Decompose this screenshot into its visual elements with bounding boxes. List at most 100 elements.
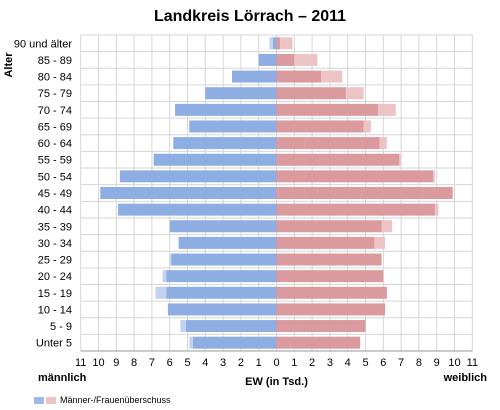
male-surplus-bar — [155, 286, 167, 299]
x-tick-label: 10 — [92, 357, 104, 369]
x-tick-label: 3 — [327, 357, 333, 369]
x-tick-label: 2 — [238, 357, 244, 369]
male-bar — [205, 87, 277, 100]
age-group-label: 40 - 44 — [38, 205, 72, 217]
x-tick-label: 7 — [398, 357, 404, 369]
female-surplus-bar — [280, 37, 293, 50]
female-bar — [276, 53, 295, 66]
male-bar — [166, 286, 277, 299]
female-bar — [276, 170, 434, 183]
female-bar — [276, 320, 366, 333]
female-surplus-bar — [294, 53, 318, 66]
female-surplus-bar — [377, 103, 396, 116]
x-tick-label: 2 — [309, 357, 315, 369]
female-surplus-bar — [374, 236, 386, 249]
right-side-label: weiblich — [443, 372, 488, 384]
male-bar — [173, 137, 277, 150]
female-bar — [276, 336, 361, 349]
chart-title: Landkreis Lörrach – 2011 — [153, 8, 347, 25]
age-group-label: 25 - 29 — [38, 255, 72, 267]
female-surplus-bar — [379, 137, 387, 150]
age-group-label: 20 - 24 — [38, 271, 72, 283]
female-bar — [276, 303, 386, 316]
male-bar — [166, 270, 277, 283]
male-surplus-bar — [269, 37, 273, 50]
age-group-label: 5 - 9 — [50, 321, 72, 333]
female-bar — [276, 286, 387, 299]
female-surplus-bar — [345, 87, 364, 100]
age-group-label: 10 - 14 — [38, 304, 72, 316]
age-group-label: 35 - 39 — [38, 221, 72, 233]
x-tick-label: 5 — [184, 357, 190, 369]
male-bar — [258, 53, 277, 66]
male-bar — [167, 303, 277, 316]
female-bar — [276, 187, 453, 199]
female-bar — [276, 103, 378, 116]
female-bar — [276, 153, 400, 166]
female-bar — [276, 253, 382, 266]
male-bar — [100, 187, 277, 199]
x-tick-label: 8 — [416, 357, 422, 369]
male-bar — [272, 37, 277, 50]
x-tick-label: 9 — [113, 357, 119, 369]
male-bar — [171, 253, 277, 266]
left-side-label: männlich — [38, 372, 87, 384]
legend-swatch-female — [46, 396, 56, 404]
age-group-label: 45 - 49 — [38, 188, 72, 200]
female-bar — [276, 70, 321, 83]
male-bar — [189, 120, 277, 133]
age-group-label: 50 - 54 — [38, 171, 72, 183]
x-tick-label: 1 — [291, 357, 297, 369]
female-bar — [276, 203, 435, 216]
female-bar — [276, 236, 375, 249]
female-surplus-bar — [381, 220, 393, 233]
legend-swatch-male — [34, 396, 44, 404]
male-bar — [153, 153, 277, 166]
bar-layer — [100, 37, 453, 349]
male-bar — [118, 203, 277, 216]
female-surplus-bar — [321, 70, 343, 83]
age-group-label: 70 - 74 — [38, 105, 72, 117]
age-group-label: 75 - 79 — [38, 88, 72, 100]
x-tick-label: 6 — [167, 357, 173, 369]
male-bar — [192, 336, 277, 349]
y-axis-label: Alter — [3, 52, 15, 78]
male-surplus-bar — [169, 253, 172, 266]
female-bar — [276, 137, 380, 150]
male-bar — [169, 220, 277, 233]
x-tick-label: 5 — [362, 357, 368, 369]
x-tick-label: 1 — [256, 357, 262, 369]
x-tick-label: 9 — [434, 357, 440, 369]
legend: Männer-/Frauenüberschuss — [34, 395, 171, 405]
age-group-label: 55 - 59 — [38, 155, 72, 167]
age-group-label: 80 - 84 — [38, 72, 72, 84]
age-group-label: 60 - 64 — [38, 138, 72, 150]
x-axis-label: EW (in Tsd.) — [245, 376, 308, 388]
female-surplus-bar — [363, 120, 371, 133]
male-surplus-bar — [180, 320, 186, 333]
x-tick-label: 10 — [448, 357, 460, 369]
legend-label: Männer-/Frauenüberschuss — [60, 395, 171, 405]
male-bar — [185, 320, 277, 333]
male-bar — [232, 70, 277, 83]
age-group-label: 65 - 69 — [38, 121, 72, 133]
female-surplus-bar — [434, 203, 439, 216]
age-group-label: Unter 5 — [36, 338, 72, 350]
female-bar — [276, 270, 384, 283]
x-tick-label: 4 — [345, 357, 351, 369]
male-surplus-bar — [162, 270, 167, 283]
female-bar — [276, 120, 364, 133]
age-group-label: 30 - 34 — [38, 238, 72, 250]
age-group-label: 90 und älter — [14, 38, 72, 50]
x-tick-label: 8 — [131, 357, 137, 369]
female-surplus-bar — [433, 170, 435, 183]
male-surplus-bar — [189, 336, 193, 349]
x-tick-label: 11 — [75, 357, 86, 369]
x-tick-label: 4 — [202, 357, 208, 369]
x-tick-label: 11 — [467, 357, 478, 369]
age-group-label: 85 - 89 — [38, 55, 72, 67]
x-tick-label: 6 — [380, 357, 386, 369]
age-group-label: 15 - 19 — [38, 288, 72, 300]
